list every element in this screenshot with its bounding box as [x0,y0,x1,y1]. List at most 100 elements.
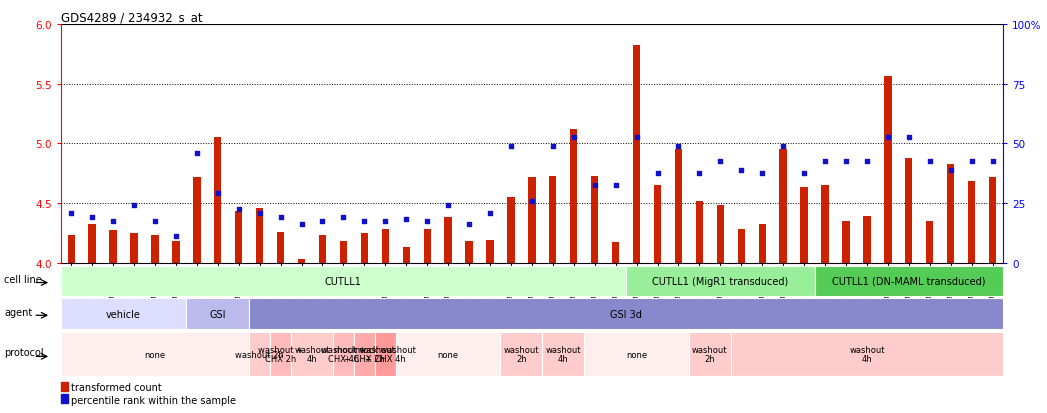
Text: CUTLL1 (DN-MAML transduced): CUTLL1 (DN-MAML transduced) [832,276,985,286]
Bar [508,197,515,263]
Point [168,234,184,240]
Text: vehicle: vehicle [106,309,141,319]
Text: transformed count: transformed count [71,382,162,392]
Bar [906,158,913,263]
Bar [528,177,536,263]
Text: washout +
CHX 4h: washout + CHX 4h [321,345,365,363]
Bar [381,230,389,263]
Bar [298,259,306,263]
Point [963,159,980,165]
Bar [402,247,410,263]
Bar [339,242,348,263]
Point [482,210,498,216]
Bar [863,216,871,263]
Bar [61,394,67,403]
Bar [843,221,850,263]
Bar [110,231,117,263]
Bar [779,150,787,263]
Bar [215,138,222,263]
Text: washout
2h: washout 2h [692,345,728,363]
Text: washout 2h: washout 2h [236,350,284,358]
Bar [61,332,249,376]
Text: mock washout
+ CHX 2h: mock washout + CHX 2h [334,345,395,363]
Bar [989,177,997,263]
Point [272,214,289,221]
Bar [444,218,452,263]
Text: percentile rank within the sample: percentile rank within the sample [71,394,237,405]
Bar [249,332,270,376]
Bar [61,382,67,391]
Point [565,135,582,141]
Text: protocol: protocol [4,347,44,357]
Bar [291,332,333,376]
Bar [653,185,662,263]
Bar [423,230,431,263]
Text: CUTLL1: CUTLL1 [325,276,362,286]
Point [84,214,101,221]
Point [921,159,938,165]
Point [733,167,750,173]
Point [147,218,163,225]
Bar [696,201,704,263]
Bar [486,240,494,263]
Text: washout
2h: washout 2h [504,345,539,363]
Bar [354,332,375,376]
Text: mock washout
+ CHX 4h: mock washout + CHX 4h [355,345,416,363]
Bar [611,243,620,263]
Point [879,135,896,141]
Bar [276,232,285,263]
Text: washout
4h: washout 4h [545,345,581,363]
Point [544,143,561,150]
Bar [626,266,815,296]
Text: GDS4289 / 234932_s_at: GDS4289 / 234932_s_at [61,11,202,24]
Point [691,171,708,177]
Point [105,218,121,225]
Point [126,203,142,209]
Point [796,171,812,177]
Text: CUTLL1 (MigR1 transduced): CUTLL1 (MigR1 transduced) [652,276,788,286]
Bar [61,266,626,296]
Bar [716,206,725,263]
Point [900,135,917,141]
Point [712,159,729,165]
Point [419,218,436,225]
Bar [759,225,766,263]
Text: cell line: cell line [4,275,42,285]
Bar [131,233,138,263]
Bar [152,236,159,263]
Text: washout
4h: washout 4h [849,345,885,363]
Bar [257,208,264,263]
Bar [249,299,1003,329]
Bar [570,130,578,263]
Bar [67,236,75,263]
Bar [465,242,473,263]
Bar [801,188,808,263]
Bar [815,266,1003,296]
Point [356,218,373,225]
Bar [927,221,934,263]
Text: agent: agent [4,307,32,317]
Point [775,143,792,150]
Bar [968,182,976,263]
Point [335,214,352,221]
Bar [89,225,96,263]
Bar [584,332,689,376]
Text: none: none [626,350,647,358]
Point [440,203,456,209]
Bar [675,150,683,263]
Text: washout
4h: washout 4h [294,345,330,363]
Point [586,182,603,189]
Point [209,191,226,197]
Point [314,218,331,225]
Bar [186,299,249,329]
Bar [822,185,829,263]
Bar [173,242,180,263]
Bar [500,332,542,376]
Point [251,210,268,216]
Bar [375,332,396,376]
Point [942,167,959,173]
Text: GSI 3d: GSI 3d [610,309,642,319]
Bar [236,212,243,263]
Bar [318,236,327,263]
Point [230,206,247,213]
